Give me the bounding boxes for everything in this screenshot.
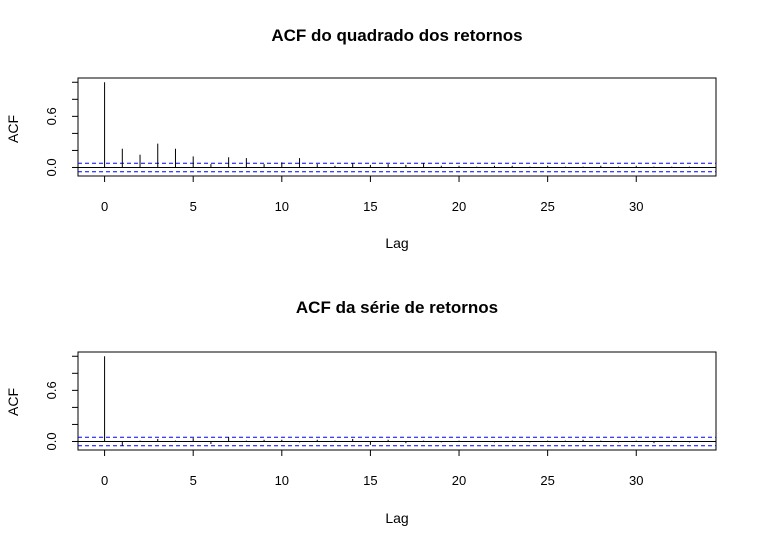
acf-spikes — [78, 82, 716, 173]
x-tick-label: 20 — [452, 473, 466, 488]
x-tick-label: 10 — [275, 473, 289, 488]
x-tick-label: 25 — [540, 199, 554, 214]
axis-ticks: 0 5 10 15 20 25 30 0.0 0.6 — [44, 81, 643, 214]
x-tick-label: 5 — [190, 199, 197, 214]
x-tick-label: 10 — [275, 199, 289, 214]
y-tick-label: 0.0 — [44, 432, 59, 450]
chart-title: ACF da série de retornos — [296, 298, 498, 317]
y-tick-label: 0.6 — [44, 107, 59, 125]
plot-frame — [77, 351, 717, 451]
x-tick-label: 30 — [629, 473, 643, 488]
y-tick-label: 0.6 — [44, 381, 59, 399]
axis-ticks: 0 5 10 15 20 25 30 0.0 0.6 — [44, 355, 643, 488]
x-tick-label: 25 — [540, 473, 554, 488]
y-axis-label: ACF — [5, 115, 21, 143]
x-tick-label: 15 — [363, 199, 377, 214]
acf-panel-returns: ACF da série de retornos Lag ACF 0 5 10 15 2… — [5, 298, 717, 526]
x-tick-label: 0 — [101, 199, 108, 214]
x-tick-label: 20 — [452, 199, 466, 214]
y-tick-label: 0.0 — [44, 158, 59, 176]
x-axis-label: Lag — [385, 510, 408, 526]
plot-frame — [77, 77, 717, 177]
y-axis-label: ACF — [5, 388, 21, 416]
acf-spikes — [78, 356, 716, 447]
x-tick-label: 30 — [629, 199, 643, 214]
chart-title: ACF do quadrado dos retornos — [271, 26, 522, 45]
x-tick-label: 15 — [363, 473, 377, 488]
acf-panel-squared-returns: ACF do quadrado dos retornos Lag ACF 0 5 1… — [5, 26, 717, 251]
x-tick-label: 5 — [190, 473, 197, 488]
x-axis-label: Lag — [385, 235, 408, 251]
x-tick-label: 0 — [101, 473, 108, 488]
